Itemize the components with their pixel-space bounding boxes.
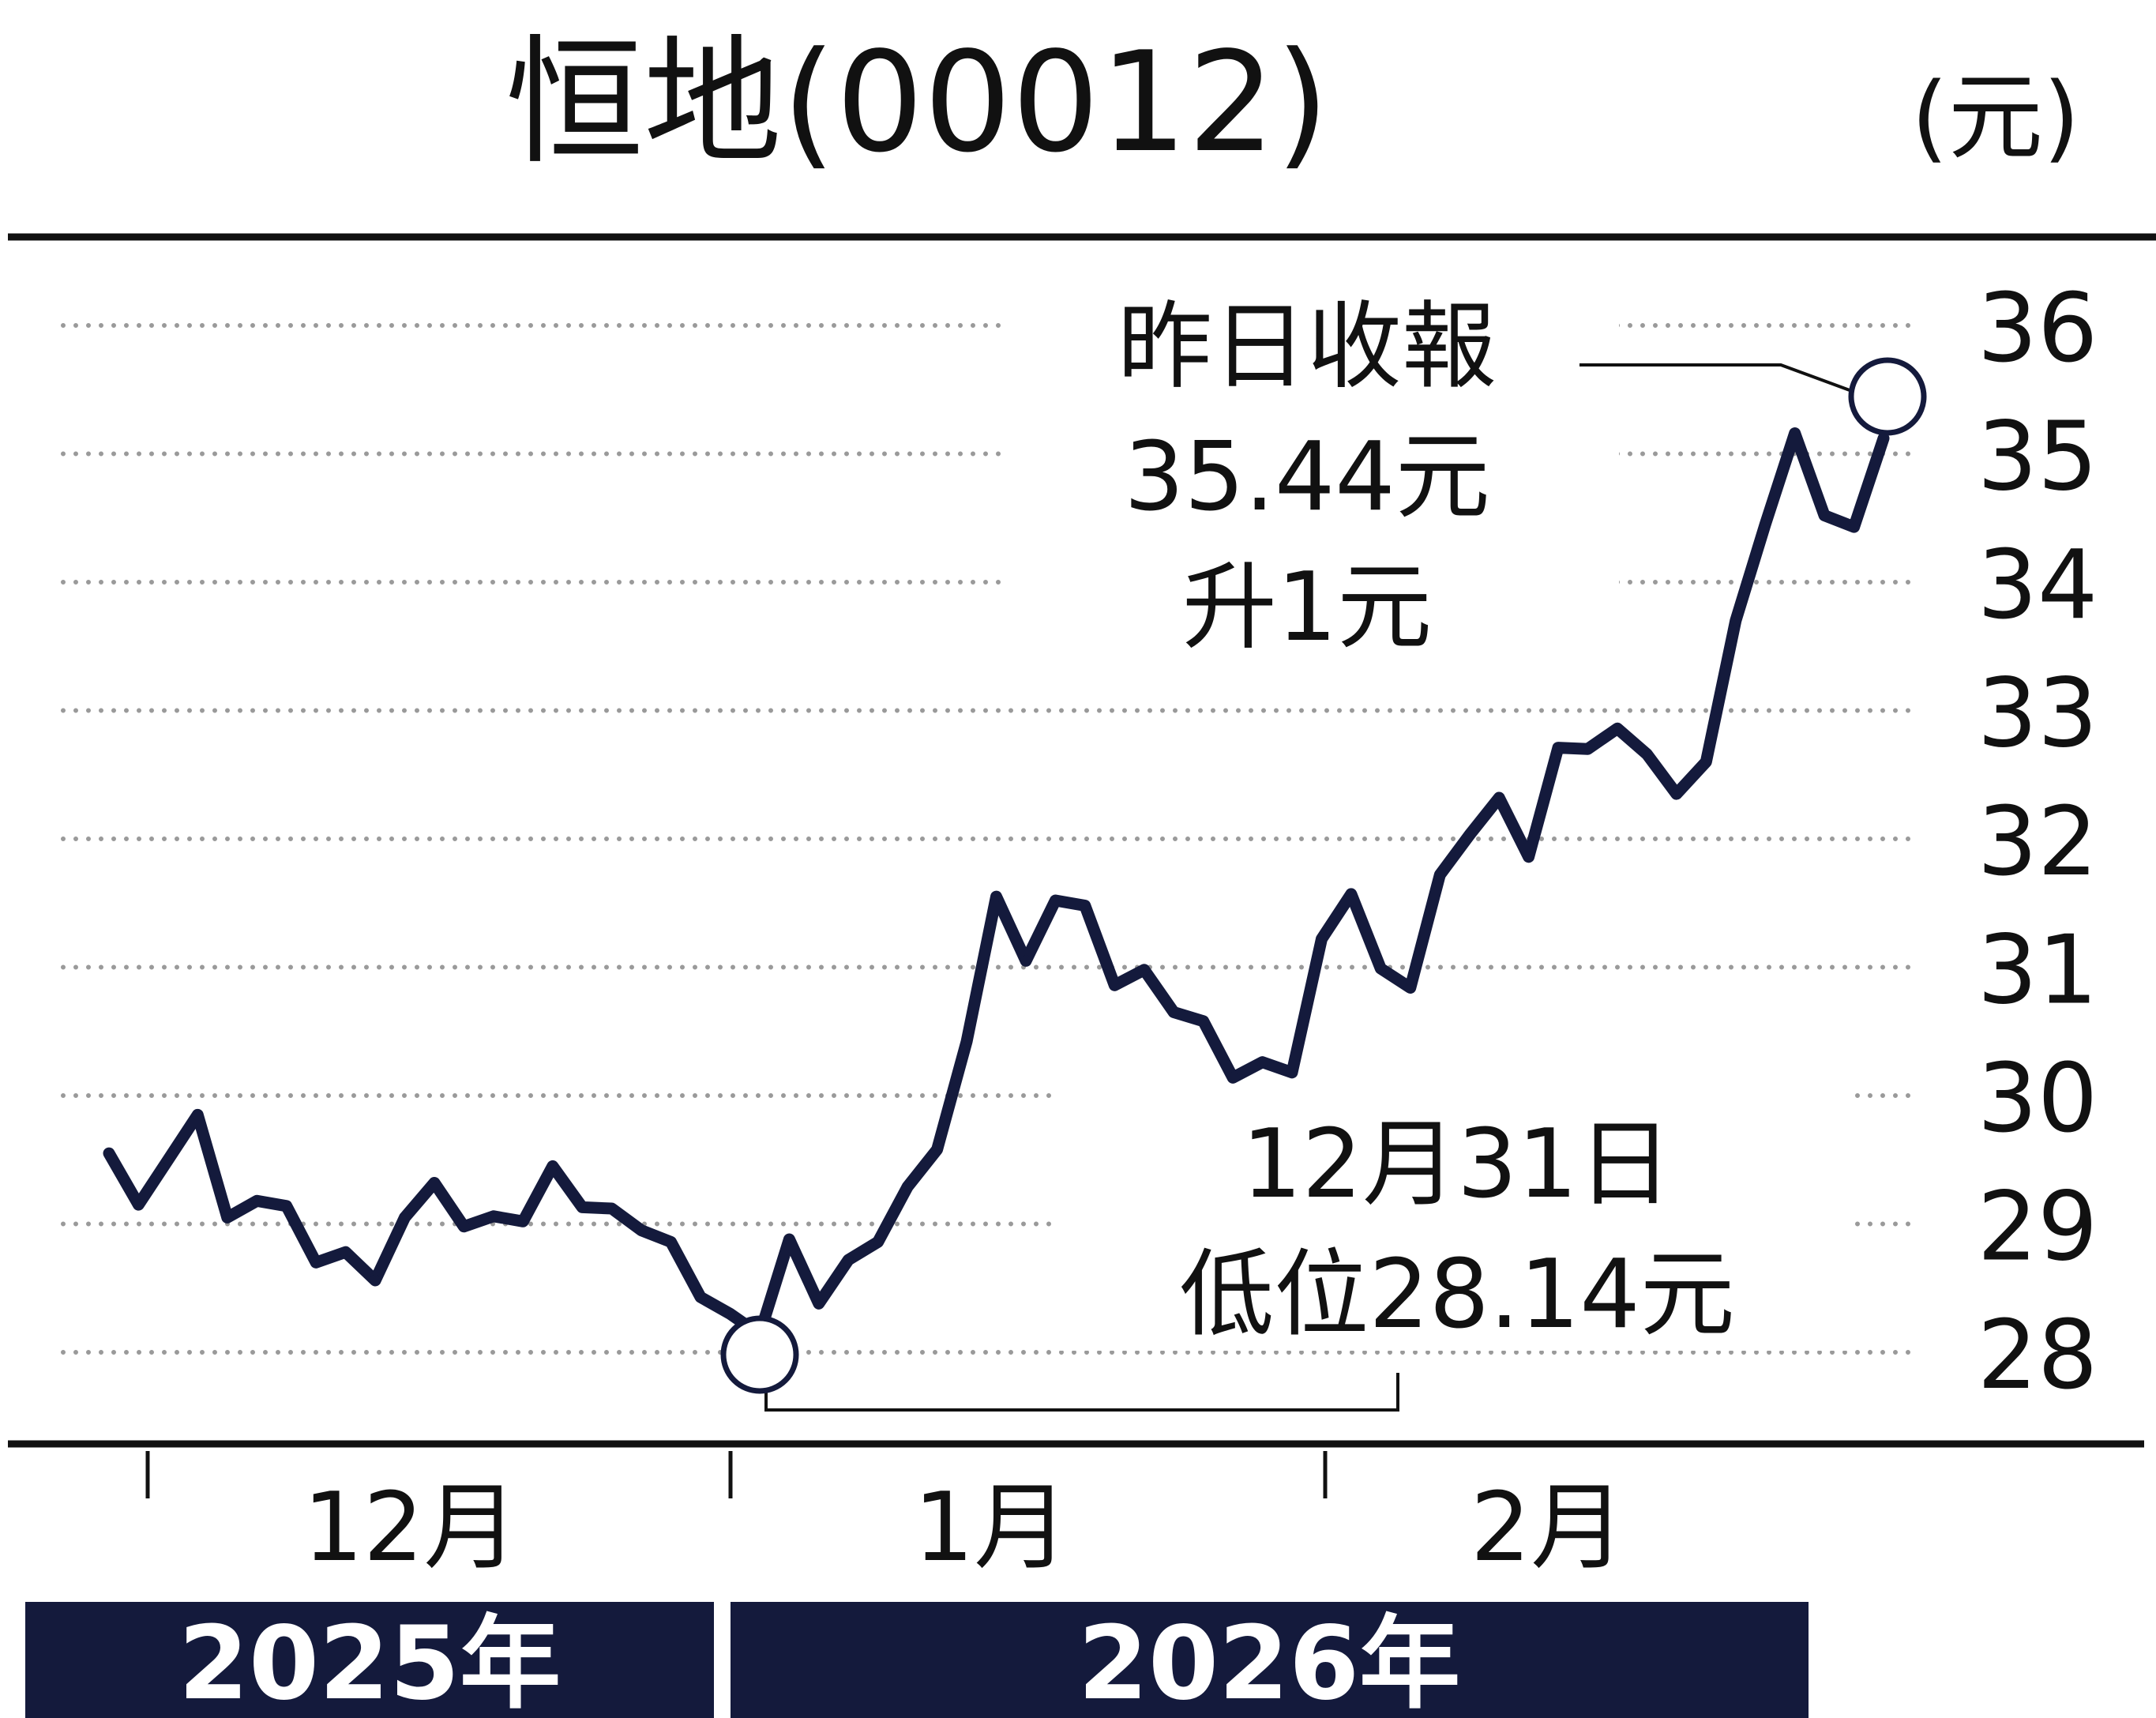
data-point (1463, 829, 1475, 841)
data-point (1286, 1066, 1298, 1078)
data-point (1020, 955, 1031, 967)
data-point (1819, 509, 1831, 521)
data-point (1138, 964, 1150, 976)
data-point (724, 1308, 736, 1320)
data-point (636, 1224, 648, 1236)
data-point (902, 1181, 914, 1193)
latest-close-leader (1579, 363, 1850, 392)
data-point (665, 1236, 677, 1248)
month-label-jan: 1月 (914, 1473, 1069, 1583)
data-point (1079, 900, 1091, 912)
y-axis-ticks: 28 29 30 31 32 33 34 35 36 (1978, 274, 2098, 1411)
latest-close-annotation: 昨日收報 35.44元 升1元 (1117, 292, 1497, 663)
data-point (1760, 518, 1771, 530)
data-point (1316, 933, 1328, 945)
data-point (872, 1236, 884, 1248)
data-point (458, 1220, 470, 1232)
data-point (695, 1291, 706, 1303)
data-point (577, 1201, 588, 1213)
data-point (280, 1200, 292, 1212)
year-label-2025: 2025年 (178, 1605, 561, 1718)
data-point (606, 1203, 618, 1214)
data-point (961, 1036, 972, 1047)
data-point (310, 1257, 322, 1269)
data-point (1050, 895, 1061, 906)
month-label-dec: 12月 (303, 1473, 519, 1583)
y-tick-label: 33 (1978, 660, 2098, 769)
y-tick-label: 32 (1978, 788, 2098, 897)
y-tick-label: 28 (1978, 1301, 2098, 1411)
data-point (1553, 742, 1564, 754)
data-point (547, 1160, 558, 1172)
data-points (103, 427, 1889, 1340)
annotation-close-line3: 升1元 (1182, 553, 1432, 663)
year-label-2026: 2026年 (1078, 1605, 1460, 1718)
low-annotation: 12月31日 低位28.14元 (1179, 1110, 1735, 1350)
data-point (1612, 723, 1623, 735)
data-point (1641, 748, 1653, 760)
data-point (1434, 869, 1446, 881)
data-point (251, 1195, 263, 1207)
data-point (1848, 521, 1860, 533)
data-point (1227, 1072, 1239, 1084)
data-point (517, 1216, 529, 1227)
y-tick-label: 36 (1978, 274, 2098, 384)
annotation-low-line1: 12月31日 (1241, 1110, 1672, 1220)
latest-close-marker (1848, 357, 1927, 436)
unit-label: (元) (1911, 63, 2080, 173)
data-point (370, 1275, 381, 1286)
data-point (813, 1298, 824, 1310)
data-point (221, 1212, 233, 1224)
data-point (990, 891, 1002, 903)
data-point (1168, 1006, 1180, 1018)
chart-title: 恒地(00012) (505, 23, 1329, 183)
data-point (931, 1144, 943, 1156)
data-point (1700, 756, 1712, 768)
data-point (783, 1234, 795, 1245)
data-point (487, 1210, 499, 1222)
data-point (399, 1212, 411, 1224)
annotation-top-bg (1003, 284, 1619, 679)
y-tick-label: 30 (1978, 1044, 2098, 1154)
low-marker (720, 1315, 799, 1394)
annotation-bottom-bg (1058, 1074, 1848, 1351)
data-point (1197, 1015, 1209, 1027)
data-point (1789, 427, 1801, 439)
data-point (843, 1254, 855, 1265)
data-point (1375, 963, 1387, 975)
data-point (1109, 979, 1121, 991)
data-point (1493, 792, 1505, 803)
data-point (1670, 788, 1682, 800)
y-tick-label: 29 (1978, 1173, 2098, 1283)
month-label-feb: 2月 (1471, 1473, 1625, 1583)
data-point (1404, 982, 1416, 994)
data-point (192, 1109, 204, 1121)
data-point (1256, 1056, 1268, 1068)
y-tick-label: 31 (1978, 916, 2098, 1026)
low-leader (764, 1373, 1399, 1412)
data-point (1523, 851, 1534, 863)
data-point (1582, 743, 1594, 755)
data-point (340, 1246, 351, 1258)
year-banner-2026 (731, 1602, 1809, 1718)
y-tick-label: 35 (1978, 403, 2098, 513)
data-point (1345, 888, 1357, 900)
y-tick-label: 34 (1978, 531, 2098, 641)
data-point (162, 1154, 174, 1166)
data-point (1878, 433, 1889, 444)
data-point (1730, 615, 1741, 626)
data-point (103, 1148, 115, 1160)
annotation-low-line2: 低位28.14元 (1179, 1240, 1735, 1350)
annotation-close-line2: 35.44元 (1124, 423, 1490, 532)
data-point (133, 1199, 145, 1211)
year-banner-2025 (25, 1602, 714, 1718)
annotation-close-line1: 昨日收報 (1117, 292, 1497, 402)
data-point (429, 1177, 440, 1189)
